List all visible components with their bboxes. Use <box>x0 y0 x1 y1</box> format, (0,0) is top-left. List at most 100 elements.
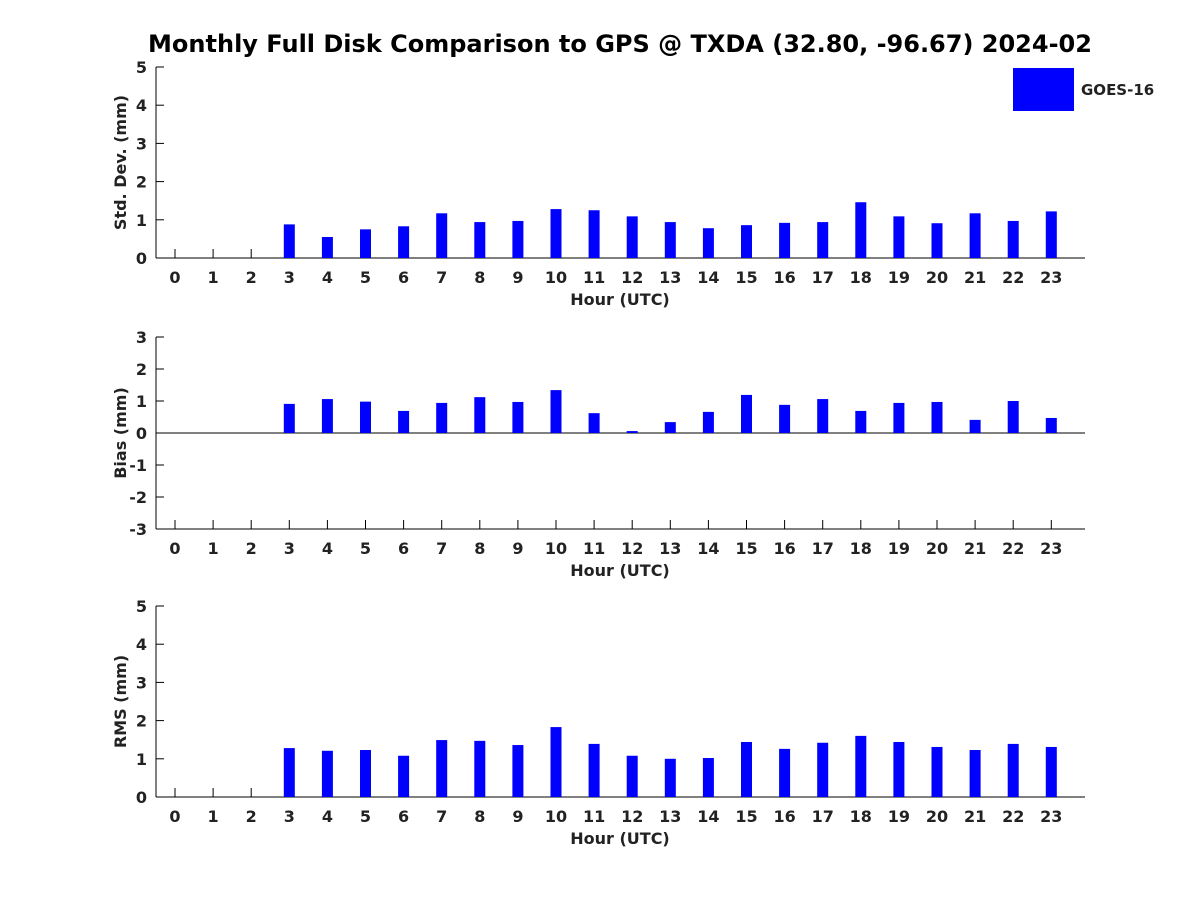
bar <box>855 410 867 433</box>
bar <box>588 210 600 258</box>
bar <box>702 411 714 433</box>
bar <box>741 394 752 433</box>
x-tick-label: 14 <box>697 807 719 826</box>
x-tick-label: 14 <box>697 268 719 287</box>
y-tick-label: 1 <box>136 750 147 769</box>
x-tick-label: 22 <box>1002 807 1024 826</box>
bar <box>360 229 371 258</box>
x-tick-label: 19 <box>888 807 910 826</box>
x-tick-label: 12 <box>621 268 643 287</box>
x-tick-label: 12 <box>621 807 643 826</box>
y-tick-label: -2 <box>129 488 147 507</box>
bar <box>702 228 714 258</box>
x-tick-label: 16 <box>773 268 795 287</box>
x-tick-label: 22 <box>1002 539 1024 558</box>
x-tick-label: 8 <box>474 539 485 558</box>
x-tick-label: 3 <box>284 268 295 287</box>
bar <box>817 222 829 258</box>
x-tick-label: 5 <box>360 539 371 558</box>
bar <box>283 748 295 797</box>
x-tick-label: 21 <box>964 268 986 287</box>
x-tick-label: 23 <box>1040 807 1062 826</box>
bar <box>588 413 600 433</box>
x-tick-label: 1 <box>208 268 219 287</box>
x-tick-label: 0 <box>169 807 180 826</box>
y-axis-label: Bias (mm) <box>111 387 130 479</box>
x-axis-label: Hour (UTC) <box>570 829 670 848</box>
y-tick-label: -1 <box>129 456 147 475</box>
bar <box>626 755 638 797</box>
y-tick-label: 1 <box>136 211 147 230</box>
y-tick-label: 5 <box>136 597 147 616</box>
x-tick-label: 2 <box>246 807 257 826</box>
x-tick-label: 11 <box>583 539 605 558</box>
x-tick-label: 3 <box>284 539 295 558</box>
x-tick-label: 19 <box>888 539 910 558</box>
bar <box>436 213 448 258</box>
y-tick-label: -3 <box>129 520 147 539</box>
bar <box>931 746 943 797</box>
y-axis-label: RMS (mm) <box>111 655 130 748</box>
y-tick-label: 0 <box>136 424 147 443</box>
bar <box>969 213 981 258</box>
bar <box>1045 417 1057 433</box>
x-tick-label: 20 <box>926 539 948 558</box>
bar <box>283 403 295 433</box>
bar <box>1007 743 1019 797</box>
x-tick-label: 15 <box>735 807 757 826</box>
y-tick-label: 2 <box>136 712 147 731</box>
x-tick-label: 15 <box>735 539 757 558</box>
x-tick-label: 13 <box>659 268 681 287</box>
bar <box>931 401 943 433</box>
x-tick-label: 0 <box>169 539 180 558</box>
x-tick-label: 15 <box>735 268 757 287</box>
y-tick-label: 0 <box>136 788 147 807</box>
bar <box>969 419 981 433</box>
x-tick-label: 0 <box>169 268 180 287</box>
bar <box>398 226 410 258</box>
x-tick-label: 18 <box>850 268 872 287</box>
x-tick-label: 4 <box>322 268 333 287</box>
x-tick-label: 20 <box>926 807 948 826</box>
bar <box>817 399 829 433</box>
x-tick-label: 5 <box>360 807 371 826</box>
bar <box>360 750 371 797</box>
y-tick-label: 0 <box>136 249 147 268</box>
x-tick-label: 17 <box>812 807 834 826</box>
x-tick-label: 3 <box>284 807 295 826</box>
y-tick-label: 3 <box>136 134 147 153</box>
bar <box>741 741 752 797</box>
x-tick-label: 2 <box>246 268 257 287</box>
y-tick-label: 5 <box>136 58 147 77</box>
bar <box>550 209 562 258</box>
bar <box>1045 746 1057 797</box>
x-tick-label: 8 <box>474 268 485 287</box>
x-tick-label: 7 <box>436 539 447 558</box>
bar <box>512 220 524 258</box>
bar <box>321 750 333 797</box>
x-tick-label: 10 <box>545 807 567 826</box>
bar <box>779 748 791 797</box>
x-tick-label: 21 <box>964 539 986 558</box>
bar <box>1007 401 1019 433</box>
bar <box>474 397 486 433</box>
x-tick-label: 5 <box>360 268 371 287</box>
x-tick-label: 14 <box>697 539 719 558</box>
bar <box>702 758 714 797</box>
y-tick-label: 3 <box>136 673 147 692</box>
x-tick-label: 23 <box>1040 268 1062 287</box>
y-tick-label: 3 <box>136 328 147 347</box>
bar <box>626 431 638 433</box>
x-tick-label: 9 <box>512 807 523 826</box>
x-tick-label: 6 <box>398 268 409 287</box>
bar <box>321 399 333 433</box>
bar <box>664 422 676 433</box>
bar <box>893 216 905 258</box>
bar <box>436 740 448 797</box>
bar <box>931 223 943 258</box>
bar <box>626 216 638 258</box>
bar <box>512 745 524 797</box>
